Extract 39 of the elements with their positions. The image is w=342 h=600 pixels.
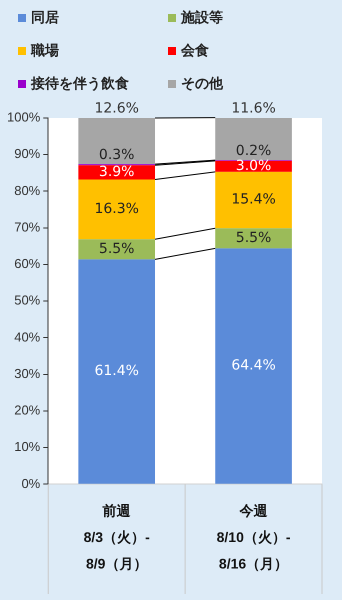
data-label: 3.0%: [236, 158, 272, 174]
y-tick-label: 90%: [14, 146, 41, 162]
y-tick-label: 80%: [14, 182, 41, 198]
legend-label: 会食: [181, 42, 209, 60]
y-tick-label: 10%: [14, 439, 41, 454]
data-label: 0.2%: [236, 142, 272, 159]
bar: [78, 259, 156, 484]
y-tick-label: 30%: [14, 366, 41, 381]
legend-label: 施設等: [181, 9, 223, 28]
data-label: 0.3%: [98, 146, 134, 163]
data-label: 12.6%: [94, 100, 139, 117]
bar: [78, 118, 156, 164]
data-label: 15.4%: [231, 192, 276, 208]
x-tick-label: 前週 8/3（火）- 8/9（月）: [84, 502, 150, 572]
bar: [78, 180, 156, 240]
y-tick-label: 60%: [14, 256, 41, 272]
data-label: 64.4%: [231, 358, 276, 374]
y-tick-label: 0%: [21, 476, 41, 491]
legend-label: 同居: [31, 9, 59, 28]
bar: [215, 248, 292, 484]
y-tick-label: 40%: [14, 329, 41, 344]
legend-label: 接待を伴う飲食: [31, 74, 129, 93]
bar: [215, 172, 292, 228]
data-label: 61.4%: [94, 363, 139, 380]
data-label: 16.3%: [94, 201, 139, 218]
data-label: 11.6%: [231, 100, 276, 116]
y-tick-label: 50%: [14, 292, 41, 308]
y-tick-label: 100%: [7, 110, 41, 125]
y-tick-label: 20%: [14, 402, 41, 418]
x-tick-label: 今週 8/10（火）- 8/16（月）: [216, 502, 291, 572]
data-label: 5.5%: [98, 240, 134, 257]
legend-label: その他: [181, 74, 223, 93]
data-label: 3.9%: [98, 164, 134, 180]
bar: [215, 228, 292, 248]
bar: [215, 118, 292, 160]
data-label: 5.5%: [236, 230, 272, 246]
legend-label: 職場: [31, 42, 59, 60]
y-tick-label: 70%: [14, 219, 41, 234]
bar: [78, 239, 156, 260]
